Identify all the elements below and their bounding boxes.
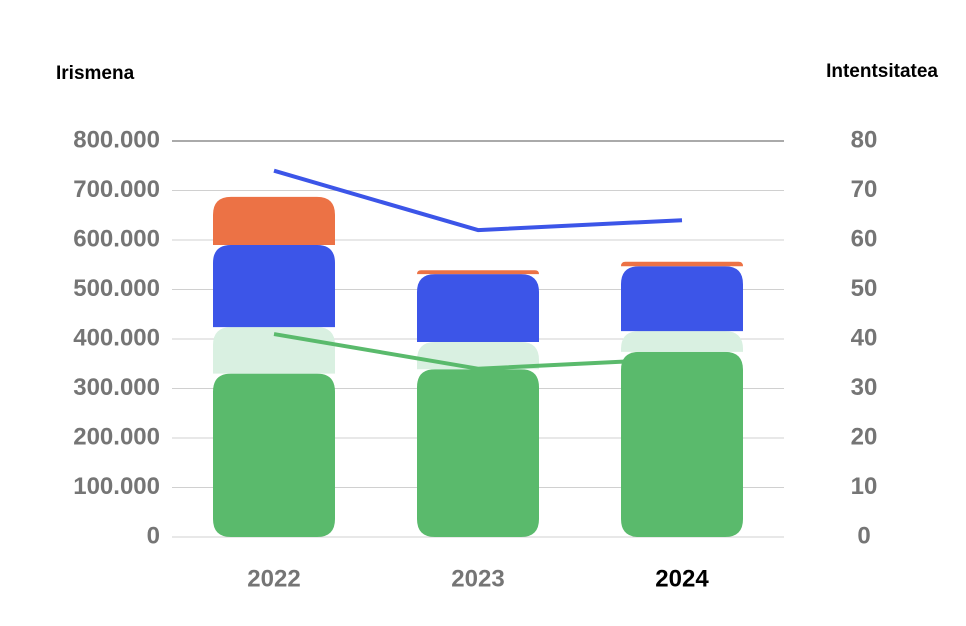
y-tick-label: 0 xyxy=(147,522,160,549)
bar-segment xyxy=(417,270,539,275)
y2-tick-label: 40 xyxy=(851,324,878,351)
y2-axis-title: Intentsitatea xyxy=(826,61,938,82)
y2-tick-label: 30 xyxy=(851,374,878,401)
bar-segment xyxy=(213,196,335,245)
y-tick-label: 800.000 xyxy=(73,126,160,153)
y-tick-label: 200.000 xyxy=(73,423,160,450)
y2-tick-label: 10 xyxy=(851,473,878,500)
x-tick-label: 2023 xyxy=(451,565,504,592)
bar-segment xyxy=(213,244,335,328)
line-series xyxy=(273,168,683,233)
line-series xyxy=(273,332,683,371)
bar-segment xyxy=(621,266,743,332)
y-tick-label: 300.000 xyxy=(73,374,160,401)
bar-segment xyxy=(621,331,743,352)
y2-tick-label: 50 xyxy=(851,275,878,302)
bar-segment xyxy=(621,261,743,267)
y-tick-label: 600.000 xyxy=(73,225,160,252)
y2-tick-label: 70 xyxy=(851,176,878,203)
y2-tick-label: 0 xyxy=(857,522,870,549)
y2-tick-label: 80 xyxy=(851,126,878,153)
bar-segment xyxy=(213,373,335,537)
y2-tick-label: 20 xyxy=(851,423,878,450)
y-tick-label: 700.000 xyxy=(73,176,160,203)
y-tick-label: 500.000 xyxy=(73,275,160,302)
bar-segment xyxy=(417,369,539,537)
bar-segment xyxy=(417,274,539,342)
x-tick-label: 2024 xyxy=(655,565,709,592)
y-tick-label: 400.000 xyxy=(73,324,160,351)
y-tick-label: 100.000 xyxy=(73,473,160,500)
y-axis-title: Irismena xyxy=(56,63,135,84)
x-tick-label: 2022 xyxy=(247,565,300,592)
bar-segment xyxy=(621,351,743,537)
y2-tick-label: 60 xyxy=(851,225,878,252)
